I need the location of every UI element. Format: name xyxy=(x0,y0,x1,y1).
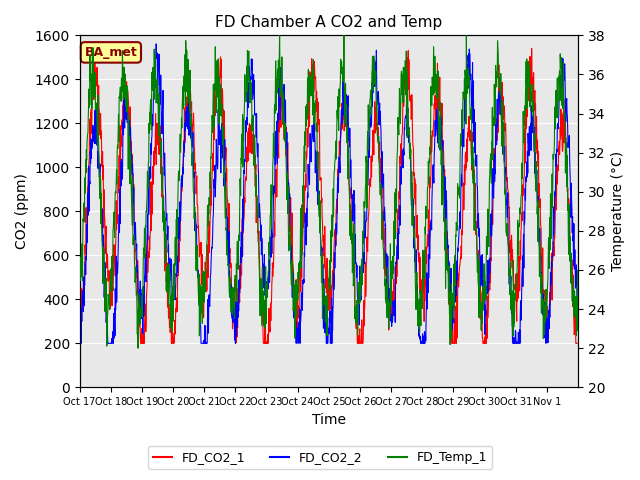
X-axis label: Time: Time xyxy=(312,413,346,427)
Title: FD Chamber A CO2 and Temp: FD Chamber A CO2 and Temp xyxy=(215,15,442,30)
Y-axis label: CO2 (ppm): CO2 (ppm) xyxy=(15,173,29,249)
Y-axis label: Temperature (°C): Temperature (°C) xyxy=(611,151,625,271)
Text: BA_met: BA_met xyxy=(84,46,137,59)
Legend: FD_CO2_1, FD_CO2_2, FD_Temp_1: FD_CO2_1, FD_CO2_2, FD_Temp_1 xyxy=(148,446,492,469)
